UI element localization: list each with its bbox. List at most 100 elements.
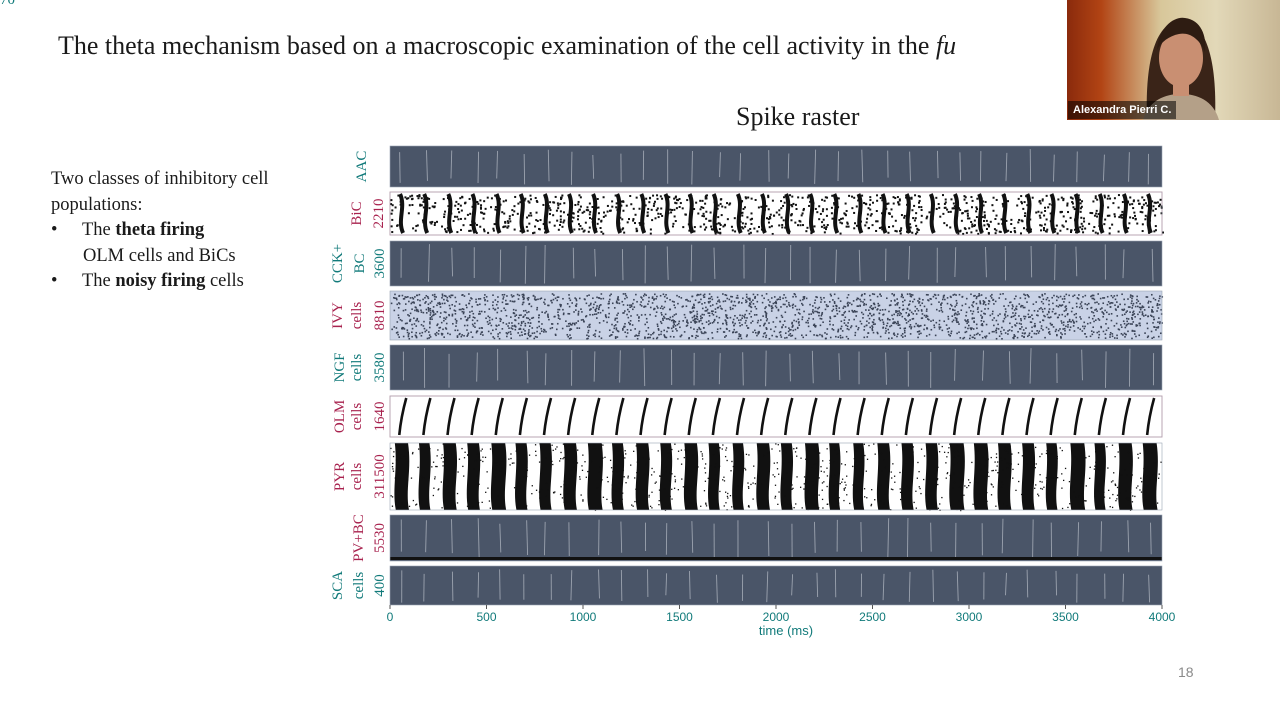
raster-theta-burst <box>856 193 864 234</box>
raster-spike <box>738 322 741 324</box>
raster-spike <box>918 302 920 304</box>
raster-theta-burst <box>446 193 454 234</box>
raster-spike <box>416 309 419 311</box>
raster-spike <box>837 197 840 200</box>
raster-spike <box>1118 328 1121 331</box>
raster-spike <box>411 296 414 299</box>
raster-spike <box>567 312 570 315</box>
raster-spike <box>480 459 482 461</box>
raster-spike <box>791 321 793 324</box>
raster-spike <box>578 297 581 300</box>
raster-spike <box>612 471 614 473</box>
raster-spike <box>920 448 923 450</box>
raster-spike <box>494 208 497 211</box>
raster-gap-line <box>789 353 791 382</box>
raster-spike <box>510 316 512 318</box>
raster-spike <box>535 219 538 222</box>
raster-spike <box>931 443 933 445</box>
raster-spike <box>843 212 846 215</box>
raster-spike <box>963 336 966 339</box>
raster-spike <box>1081 495 1083 497</box>
raster-spike <box>982 303 985 305</box>
raster-spike <box>1144 314 1147 317</box>
raster-spike <box>853 458 856 460</box>
raster-spike <box>428 334 431 336</box>
raster-spike <box>390 203 393 206</box>
raster-spike <box>699 328 702 331</box>
raster-spike <box>1041 453 1043 455</box>
raster-spike <box>521 293 524 296</box>
raster-spike <box>898 199 901 202</box>
raster-spike <box>636 337 639 340</box>
raster-spike <box>699 293 702 296</box>
raster-spike <box>1054 313 1056 315</box>
raster-spike <box>401 326 404 329</box>
raster-spike <box>870 213 873 216</box>
raster-spike <box>765 314 768 317</box>
raster-spike <box>761 497 764 500</box>
raster-spike <box>937 483 939 486</box>
raster-spike <box>638 319 640 322</box>
raster-spike <box>1012 337 1014 339</box>
raster-spike <box>422 200 425 203</box>
raster-spike <box>956 450 958 452</box>
raster-spike <box>957 455 960 457</box>
raster-spike <box>1029 316 1032 318</box>
raster-spike <box>1061 322 1063 324</box>
raster-spike <box>1043 307 1046 310</box>
raster-spike <box>843 489 845 491</box>
raster-spike <box>859 298 861 301</box>
raster-spike <box>1133 333 1136 335</box>
raster-spike <box>747 482 749 484</box>
raster-spike <box>737 485 739 487</box>
raster-spike <box>405 458 407 460</box>
raster-gap-line <box>690 244 693 282</box>
raster-spike <box>654 293 656 296</box>
raster-spike <box>675 313 677 315</box>
raster-spike <box>689 311 691 313</box>
raster-gap-line <box>1030 246 1033 278</box>
raster-spike <box>778 213 781 216</box>
raster-spike <box>1113 472 1115 474</box>
raster-spike <box>398 302 400 304</box>
raster-spike <box>800 214 803 217</box>
raster-spike <box>886 317 889 320</box>
raster-spike <box>1131 314 1134 317</box>
raster-spike <box>566 451 568 454</box>
raster-spike <box>730 295 732 298</box>
raster-spike <box>1010 218 1013 221</box>
raster-spike <box>741 317 743 319</box>
raster-spike <box>667 326 669 329</box>
participant-video-tile[interactable]: Alexandra Pierri C. <box>1067 0 1280 120</box>
raster-spike <box>1021 332 1024 334</box>
raster-spike <box>1004 313 1006 315</box>
raster-spike <box>1055 224 1058 227</box>
raster-gap-line <box>985 246 987 278</box>
raster-spike <box>454 310 457 312</box>
raster-spike <box>763 332 765 335</box>
raster-spike <box>536 308 538 311</box>
raster-spike <box>821 482 824 484</box>
raster-spike <box>1020 323 1023 325</box>
raster-spike <box>513 210 516 213</box>
raster-spike <box>832 305 835 308</box>
raster-spike <box>1127 227 1130 230</box>
raster-spike <box>744 322 747 324</box>
raster-spike <box>1095 461 1097 463</box>
raster-spike <box>570 337 572 339</box>
raster-spike <box>899 471 901 474</box>
raster-spike <box>1112 296 1114 299</box>
raster-spike <box>497 296 499 298</box>
raster-spike <box>982 300 985 302</box>
raster-spike <box>446 226 449 229</box>
raster-spike <box>1002 469 1004 471</box>
raster-spike <box>423 320 425 323</box>
raster-spike <box>866 320 868 323</box>
raster-spike <box>409 318 412 321</box>
raster-spike <box>499 470 502 472</box>
raster-spike <box>1012 477 1014 479</box>
raster-spike <box>820 301 822 303</box>
raster-spike <box>1151 306 1154 308</box>
raster-spike <box>403 297 406 300</box>
raster-spike <box>1020 305 1022 308</box>
